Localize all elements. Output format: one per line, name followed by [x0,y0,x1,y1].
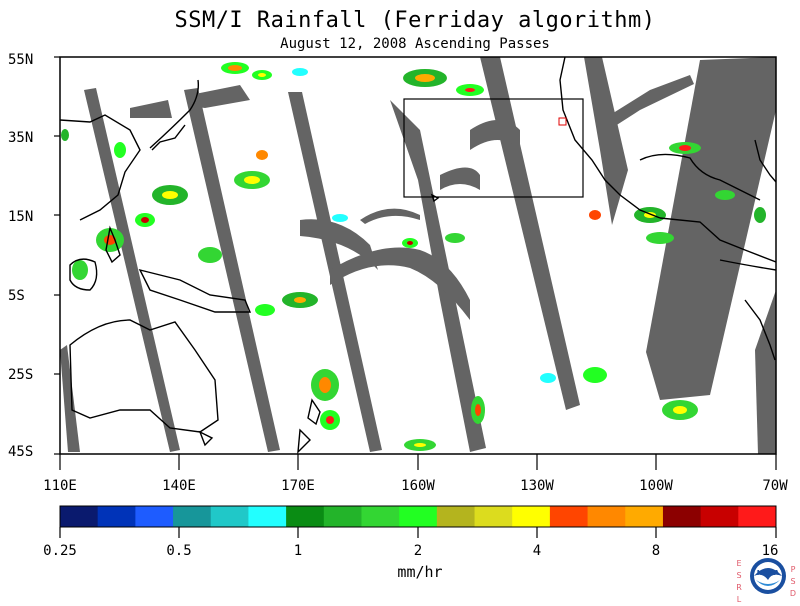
colorbar-label-6: 16 [761,543,779,559]
colorbar-swatch [361,506,400,527]
colorbar-swatch [700,506,739,527]
colorbar-label-2: 1 [293,543,303,559]
colorbar-units: mm/hr [397,563,443,581]
colorbar-swatch [738,506,777,527]
colorbar-swatch [625,506,664,527]
colorbar-swatch [436,506,476,527]
coastlines [60,57,776,454]
colorbar-swatch [323,506,362,527]
rain-patches [61,62,766,451]
lon-label-100w: 100W [639,478,673,494]
colorbar-swatch [549,506,589,527]
colorbar-swatch [286,506,325,527]
lon-label-170e: 170E [281,478,315,494]
lat-label-55n: 55N [8,52,34,68]
region-box [403,98,584,198]
lon-label-130w: 130W [520,478,554,494]
colorbar-swatch [173,506,212,527]
colorbar-swatch [662,506,702,527]
map-title: SSM/I Rainfall (Ferriday algorithm) [174,8,656,33]
colorbar-swatch [97,506,136,527]
colorbar-swatch [60,506,99,527]
map-subtitle: August 12, 2008 Ascending Passes [280,36,550,52]
lat-label-5s: 5S [8,288,25,304]
lat-label-35n: 35N [8,130,34,146]
lon-label-160w: 160W [401,478,435,494]
colorbar [59,505,777,528]
lat-label-25s: 25S [8,367,34,383]
missing-data-swaths [60,57,776,454]
lon-label-140e: 140E [162,478,196,494]
colorbar-label-1: 0.5 [166,543,192,559]
lat-label-15n: 15N [8,209,34,225]
colorbar-label-0: 0.25 [43,543,77,559]
highlight-point-box [558,117,567,126]
colorbar-label-5: 8 [651,543,661,559]
colorbar-swatch [587,506,626,527]
logo-center-text: NOAA [756,569,780,577]
lat-label-45s: 45S [8,444,34,460]
noaa-logo [750,558,786,594]
colorbar-label-3: 2 [413,543,423,559]
colorbar-swatch [399,506,438,527]
colorbar-swatch [248,506,287,527]
colorbar-label-4: 4 [532,543,542,559]
colorbar-ticks [59,527,777,538]
axis-ticks [54,56,777,470]
colorbar-swatch [135,506,174,527]
lon-label-110e: 110E [43,478,77,494]
colorbar-swatch [512,506,551,527]
colorbar-swatch [474,506,513,527]
colorbar-swatch [210,506,249,527]
lon-label-70w: 70W [762,478,788,494]
